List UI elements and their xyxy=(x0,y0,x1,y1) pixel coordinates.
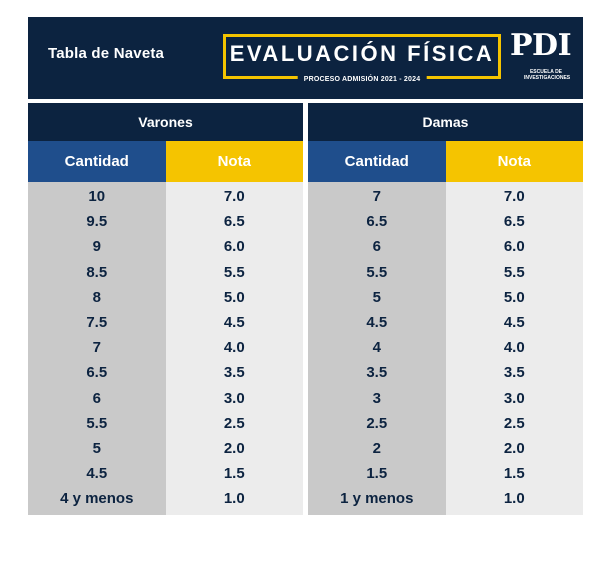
cantidad-cell: 2 xyxy=(372,439,381,457)
cantidad-cell: 1.5 xyxy=(366,465,388,483)
cantidad-cell: 1 y menos xyxy=(340,490,414,508)
cantidad-cell: 4 xyxy=(372,339,381,357)
nota-cell: 3.0 xyxy=(503,389,525,407)
cantidad-cell: 5 xyxy=(92,439,101,457)
evaluation-badge: EVALUACIÓN FÍSICA PROCESO ADMISIÓN 2021 … xyxy=(223,34,501,83)
nota-cell: 2.0 xyxy=(503,439,525,457)
column-headers: Cantidad Nota xyxy=(308,141,583,182)
nota-cell: 2.5 xyxy=(223,414,245,432)
nota-cell: 7.0 xyxy=(503,188,525,206)
cantidad-cell: 5.5 xyxy=(366,263,388,281)
cantidad-cell: 4.5 xyxy=(86,465,108,483)
cantidad-cell: 2.5 xyxy=(366,414,388,432)
nota-cell: 2.5 xyxy=(503,414,525,432)
cantidad-cell: 3 xyxy=(372,389,381,407)
nota-cell: 1.0 xyxy=(223,490,245,508)
group-header-damas: Damas xyxy=(308,103,583,141)
nota-cell: 3.5 xyxy=(223,364,245,382)
cantidad-cell: 6 xyxy=(92,389,101,407)
table-damas: Damas Cantidad Nota 7 6.5 6 5.5 5 4.5 4 3.5 3 2.5… xyxy=(308,103,583,516)
nota-cell: 5.5 xyxy=(223,263,245,281)
cantidad-cell: 6.5 xyxy=(86,364,108,382)
page-title: Tabla de Naveta xyxy=(48,45,165,62)
cantidad-cell: 6.5 xyxy=(366,213,388,231)
cantidad-column: 10 9.5 9 8.5 8 7.5 7 6.5 6 5.5 5 4.5 4 y menos xyxy=(28,182,166,516)
nota-cell: 1.5 xyxy=(503,465,525,483)
cantidad-cell: 10 xyxy=(88,188,106,206)
cantidad-cell: 7.5 xyxy=(86,314,108,332)
nota-cell: 7.0 xyxy=(223,188,245,206)
column-header-nota: Nota xyxy=(445,141,583,182)
nota-cell: 6.0 xyxy=(503,238,525,256)
cantidad-cell: 9.5 xyxy=(86,213,108,231)
table-body: 7 6.5 6 5.5 5 4.5 4 3.5 3 2.5 2 1.5 1 y menos 7.0 6.5… xyxy=(308,182,583,516)
table-body: 10 9.5 9 8.5 8 7.5 7 6.5 6 5.5 5 4.5 4 y menos 7.0 6.… xyxy=(28,182,303,516)
pdi-logo-subtitle: ESCUELA DE INVESTIGACIONES xyxy=(524,69,571,81)
nota-cell: 6.0 xyxy=(223,238,245,256)
nota-cell: 4.0 xyxy=(503,339,525,357)
evaluation-title: EVALUACIÓN FÍSICA xyxy=(229,41,495,66)
nota-cell: 4.5 xyxy=(223,314,245,332)
evaluation-subtitle: PROCESO ADMISIÓN 2021 - 2024 xyxy=(297,76,427,83)
column-header-nota: Nota xyxy=(165,141,303,182)
nota-cell: 2.0 xyxy=(223,439,245,457)
nota-cell: 5.0 xyxy=(223,288,245,306)
column-header-cantidad: Cantidad xyxy=(28,141,166,182)
nota-cell: 1.5 xyxy=(223,465,245,483)
nota-cell: 1.0 xyxy=(503,490,525,508)
column-header-cantidad: Cantidad xyxy=(308,141,446,182)
nota-cell: 6.5 xyxy=(223,213,245,231)
cantidad-cell: 7 xyxy=(92,339,101,357)
group-header-varones: Varones xyxy=(28,103,303,141)
cantidad-column: 7 6.5 6 5.5 5 4.5 4 3.5 3 2.5 2 1.5 1 y menos xyxy=(308,182,446,516)
cantidad-cell: 9 xyxy=(92,238,101,256)
header-banner: Tabla de Naveta EVALUACIÓN FÍSICA PROCES… xyxy=(28,17,583,99)
cantidad-cell: 5 xyxy=(372,288,381,306)
nota-cell: 4.5 xyxy=(503,314,525,332)
cantidad-cell: 6 xyxy=(372,238,381,256)
nota-cell: 3.0 xyxy=(223,389,245,407)
cantidad-cell: 7 xyxy=(372,188,381,206)
nota-cell: 5.0 xyxy=(503,288,525,306)
nota-column: 7.0 6.5 6.0 5.5 5.0 4.5 4.0 3.5 3.0 2.5 2.0 1.5 1.0 xyxy=(445,182,583,516)
cantidad-cell: 8.5 xyxy=(86,263,108,281)
cantidad-cell: 3.5 xyxy=(366,364,388,382)
pdi-logo: PDI xyxy=(510,28,572,63)
nota-cell: 5.5 xyxy=(503,263,525,281)
column-headers: Cantidad Nota xyxy=(28,141,303,182)
nota-column: 7.0 6.5 6.0 5.5 5.0 4.5 4.0 3.5 3.0 2.5 2.0 1.5 1.0 xyxy=(165,182,303,516)
nota-cell: 3.5 xyxy=(503,364,525,382)
table-varones: Varones Cantidad Nota 10 9.5 9 8.5 8 7.5 7 6.5 6… xyxy=(28,103,303,516)
nota-cell: 6.5 xyxy=(503,213,525,231)
cantidad-cell: 5.5 xyxy=(86,414,108,432)
cantidad-cell: 8 xyxy=(92,288,101,306)
nota-cell: 4.0 xyxy=(223,339,245,357)
cantidad-cell: 4 y menos xyxy=(60,490,134,508)
cantidad-cell: 4.5 xyxy=(366,314,388,332)
